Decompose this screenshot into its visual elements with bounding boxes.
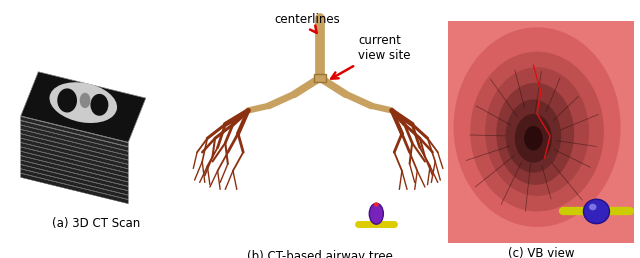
Polygon shape xyxy=(20,72,146,142)
Ellipse shape xyxy=(80,93,90,108)
Ellipse shape xyxy=(584,199,609,224)
Bar xyxy=(314,74,326,82)
Text: (a) 3D CT Scan: (a) 3D CT Scan xyxy=(52,217,140,230)
Ellipse shape xyxy=(506,99,561,173)
Ellipse shape xyxy=(49,82,117,123)
Ellipse shape xyxy=(90,94,108,116)
Polygon shape xyxy=(20,134,128,164)
Polygon shape xyxy=(20,169,128,199)
Text: current
view site: current view site xyxy=(332,34,411,79)
Ellipse shape xyxy=(485,67,589,196)
Ellipse shape xyxy=(83,109,87,114)
Ellipse shape xyxy=(524,126,543,150)
Text: (c) VB view: (c) VB view xyxy=(508,247,574,258)
Ellipse shape xyxy=(496,83,574,185)
Polygon shape xyxy=(20,143,128,173)
Polygon shape xyxy=(20,173,128,204)
Ellipse shape xyxy=(589,204,596,210)
Polygon shape xyxy=(20,130,128,160)
Text: centerlines: centerlines xyxy=(274,13,340,33)
Ellipse shape xyxy=(470,52,604,212)
Ellipse shape xyxy=(58,88,77,112)
Ellipse shape xyxy=(454,27,621,227)
Polygon shape xyxy=(20,116,128,147)
Ellipse shape xyxy=(515,114,552,163)
Polygon shape xyxy=(20,147,128,178)
Text: (b) CT-based airway tree: (b) CT-based airway tree xyxy=(247,250,393,258)
Polygon shape xyxy=(20,121,128,151)
Polygon shape xyxy=(20,165,128,195)
Polygon shape xyxy=(20,151,128,182)
Polygon shape xyxy=(20,156,128,186)
Polygon shape xyxy=(20,138,128,169)
Polygon shape xyxy=(20,125,128,155)
Polygon shape xyxy=(20,160,128,190)
Ellipse shape xyxy=(369,203,383,224)
Ellipse shape xyxy=(374,202,379,207)
